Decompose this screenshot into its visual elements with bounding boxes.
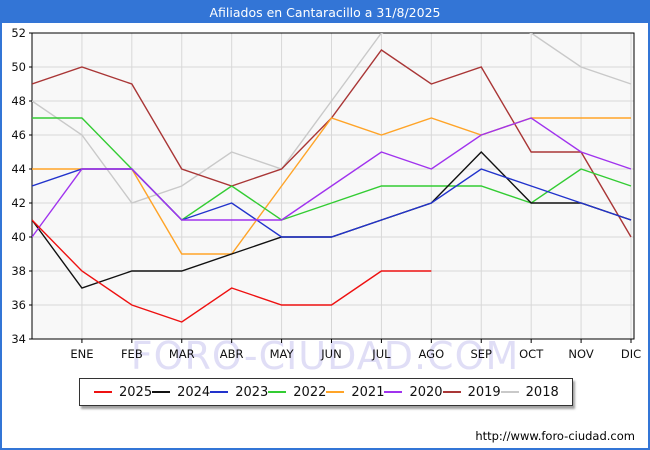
plot-area bbox=[32, 33, 634, 339]
legend-label-2022: 2022 bbox=[293, 384, 327, 400]
legend-dash-2019 bbox=[442, 391, 461, 393]
y-tick-label: 40 bbox=[11, 230, 26, 244]
legend-label-2023: 2023 bbox=[235, 384, 269, 400]
legend-item-2019: 2019 bbox=[442, 384, 501, 400]
series-line-2020 bbox=[32, 117, 632, 238]
x-tick-label: SEP bbox=[470, 347, 492, 361]
legend-label-2025: 2025 bbox=[119, 384, 153, 400]
x-tick-label: AGO bbox=[419, 347, 445, 361]
chart-legend: 2025 2024 2023 2022 2021 2020 2019 2018 bbox=[79, 378, 573, 406]
x-tick-label: NOV bbox=[568, 347, 593, 361]
x-tick-label: JUN bbox=[320, 347, 341, 361]
legend-dash-2021 bbox=[326, 391, 345, 393]
y-tick-label: 44 bbox=[11, 162, 26, 176]
y-tick-label: 52 bbox=[11, 26, 26, 40]
y-tick-label: 42 bbox=[11, 196, 26, 210]
x-tick-label: DIC bbox=[621, 347, 641, 361]
series-line-2018 bbox=[32, 33, 632, 204]
x-tick-label: ABR bbox=[220, 347, 244, 361]
x-tick-label: OCT bbox=[519, 347, 544, 361]
y-tick-label: 48 bbox=[11, 94, 26, 108]
legend-item-2022: 2022 bbox=[268, 385, 326, 400]
x-tick-label: ENE bbox=[70, 347, 93, 361]
y-tick-label: 34 bbox=[11, 332, 26, 346]
watermark-text: FORO-CIUDAD.COM bbox=[130, 334, 520, 378]
chart-title: Afiliados en Cantaracillo a 31/8/2025 bbox=[2, 2, 648, 23]
legend-item-2024: 2024 bbox=[152, 385, 210, 400]
legend-dash-2025 bbox=[94, 391, 112, 393]
legend-dash-2020 bbox=[384, 391, 403, 393]
legend-item-2020: 2020 bbox=[384, 384, 443, 400]
legend-dash-2023 bbox=[210, 391, 229, 393]
legend-item-2021: 2021 bbox=[326, 385, 384, 400]
legend-item-2018: 2018 bbox=[500, 384, 559, 400]
y-tick-label: 46 bbox=[11, 128, 26, 142]
y-tick-label: 50 bbox=[11, 60, 26, 74]
y-tick-label: 36 bbox=[11, 298, 26, 312]
x-tick-label: FEB bbox=[121, 347, 143, 361]
series-line-2025 bbox=[32, 219, 432, 323]
legend-dash-2022 bbox=[268, 391, 287, 393]
y-tick-label: 38 bbox=[11, 264, 26, 278]
legend-item-2025: 2025 bbox=[94, 385, 152, 400]
legend-dash-2018 bbox=[500, 391, 519, 393]
x-tick-label: MAY bbox=[270, 347, 295, 361]
footer-url[interactable]: http://www.foro-ciudad.com bbox=[475, 429, 635, 443]
x-tick-label: MAR bbox=[169, 347, 195, 361]
legend-label-2021: 2021 bbox=[351, 384, 385, 400]
legend-label-2024: 2024 bbox=[177, 384, 211, 400]
legend-dash-2024 bbox=[152, 391, 171, 393]
x-tick-label: JUL bbox=[371, 347, 391, 361]
legend-label-2018: 2018 bbox=[525, 384, 559, 400]
legend-label-2019: 2019 bbox=[467, 384, 501, 400]
legend-label-2020: 2020 bbox=[409, 384, 443, 400]
legend-item-2023: 2023 bbox=[210, 385, 268, 400]
